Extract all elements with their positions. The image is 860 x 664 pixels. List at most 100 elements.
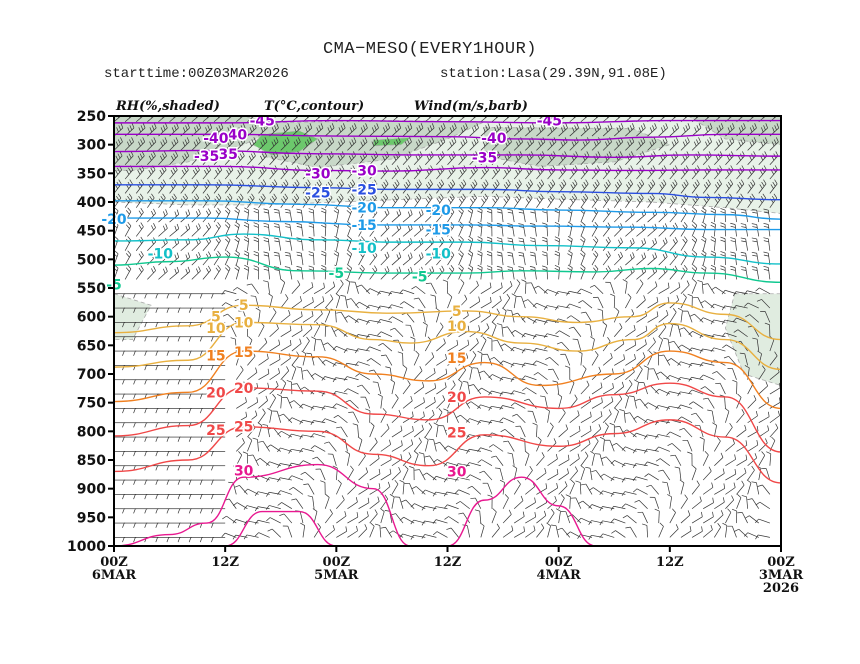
- rh-region: [114, 116, 282, 171]
- wind-barb: [199, 465, 215, 471]
- wind-barb: [369, 422, 375, 438]
- wind-barb: [543, 333, 559, 338]
- wind-barb: [436, 395, 446, 409]
- wind-barb: [658, 237, 668, 251]
- wind-barb: [710, 347, 726, 353]
- wind-barb: [399, 301, 415, 309]
- wind-barb: [122, 322, 137, 328]
- wind-barb: [211, 422, 226, 428]
- wind-barb: [491, 282, 503, 295]
- wind-barb: [480, 336, 487, 352]
- contour-label: 5: [239, 298, 249, 314]
- wind-barb: [243, 236, 250, 251]
- wind-barb: [610, 293, 616, 309]
- wind-barb: [724, 407, 730, 423]
- wind-barb: [496, 265, 504, 280]
- wind-barb: [491, 179, 500, 194]
- wind-barb: [180, 223, 191, 237]
- wind-barb: [682, 439, 693, 452]
- wind-barb: [228, 481, 237, 495]
- wind-barb: [380, 481, 391, 495]
- y-tick-label: 800: [77, 424, 106, 440]
- wind-barb: [482, 353, 493, 366]
- wind-barb: [436, 322, 444, 337]
- wind-barb: [155, 350, 170, 356]
- wind-barb: [514, 526, 525, 538]
- wind-barb: [680, 250, 688, 266]
- wind-barb: [491, 523, 500, 538]
- wind-barb: [647, 179, 656, 194]
- wind-barb: [133, 379, 148, 385]
- wind-barb: [613, 307, 620, 323]
- wind-barb: [308, 208, 315, 223]
- wind-barb: [702, 451, 709, 466]
- wind-barb: [114, 422, 126, 424]
- wind-barb: [122, 408, 137, 414]
- wind-barb: [702, 137, 712, 151]
- x-tick-label: 12Z: [211, 555, 239, 570]
- wind-barb: [114, 379, 126, 381]
- wind-barb: [391, 237, 402, 251]
- wind-barb: [336, 311, 348, 323]
- wind-barb: [302, 282, 314, 295]
- wind-barb: [277, 490, 292, 495]
- wind-barb: [700, 300, 715, 309]
- contour-label: -20: [426, 203, 452, 219]
- wind-barb: [133, 508, 148, 514]
- contour-label: 30: [234, 463, 254, 479]
- wind-barb: [224, 137, 234, 151]
- wind-barb: [424, 193, 433, 208]
- wind-barb: [230, 337, 237, 352]
- wind-barb: [507, 266, 515, 280]
- rh-region: [687, 116, 781, 146]
- wind-barb: [445, 428, 459, 438]
- wind-barb: [636, 151, 645, 165]
- wind-barb: [166, 451, 181, 457]
- wind-barb: [253, 208, 259, 223]
- wind-barb: [135, 165, 145, 180]
- wind-barb: [625, 379, 633, 395]
- wind-barb: [496, 208, 504, 223]
- wind-barb: [566, 303, 582, 309]
- wind-barb: [467, 207, 474, 223]
- wind-barb: [324, 123, 335, 137]
- wind-barb: [391, 209, 402, 223]
- wind-barb: [436, 368, 448, 381]
- wind-barb: [258, 165, 267, 180]
- wind-barb: [114, 393, 126, 395]
- wind-barb: [199, 436, 215, 442]
- wind-barb: [233, 465, 239, 481]
- wind-barb: [580, 380, 590, 395]
- wind-barb: [580, 483, 593, 495]
- wind-barb: [599, 533, 615, 538]
- wind-barb: [269, 308, 277, 323]
- wind-barb: [436, 382, 447, 395]
- wind-barb: [467, 264, 474, 280]
- wind-barb: [308, 265, 315, 280]
- wind-barb: [588, 487, 604, 495]
- wind-barb: [613, 251, 623, 266]
- wind-barb: [566, 290, 581, 296]
- wind-barb: [756, 299, 771, 309]
- wind-barb: [496, 222, 504, 237]
- wind-barb: [354, 348, 370, 354]
- wind-barb: [133, 393, 148, 399]
- wind-barb: [680, 494, 688, 509]
- wind-barb: [399, 479, 405, 495]
- wind-barb: [491, 508, 497, 524]
- wind-barb: [633, 415, 648, 424]
- wind-barb: [491, 116, 500, 123]
- wind-barb: [413, 424, 424, 438]
- contour-label: -20: [351, 201, 377, 217]
- wind-barb: [435, 307, 440, 323]
- wind-barb: [658, 165, 667, 180]
- wind-barb: [527, 410, 537, 423]
- wind-barb: [691, 250, 698, 266]
- wind-barb: [447, 179, 456, 194]
- wind-barb: [312, 456, 326, 466]
- wind-barb: [733, 329, 748, 338]
- wind-barb: [358, 524, 368, 538]
- wind-barb: [725, 469, 737, 481]
- wind-barb: [636, 295, 646, 309]
- wind-barb: [730, 208, 737, 223]
